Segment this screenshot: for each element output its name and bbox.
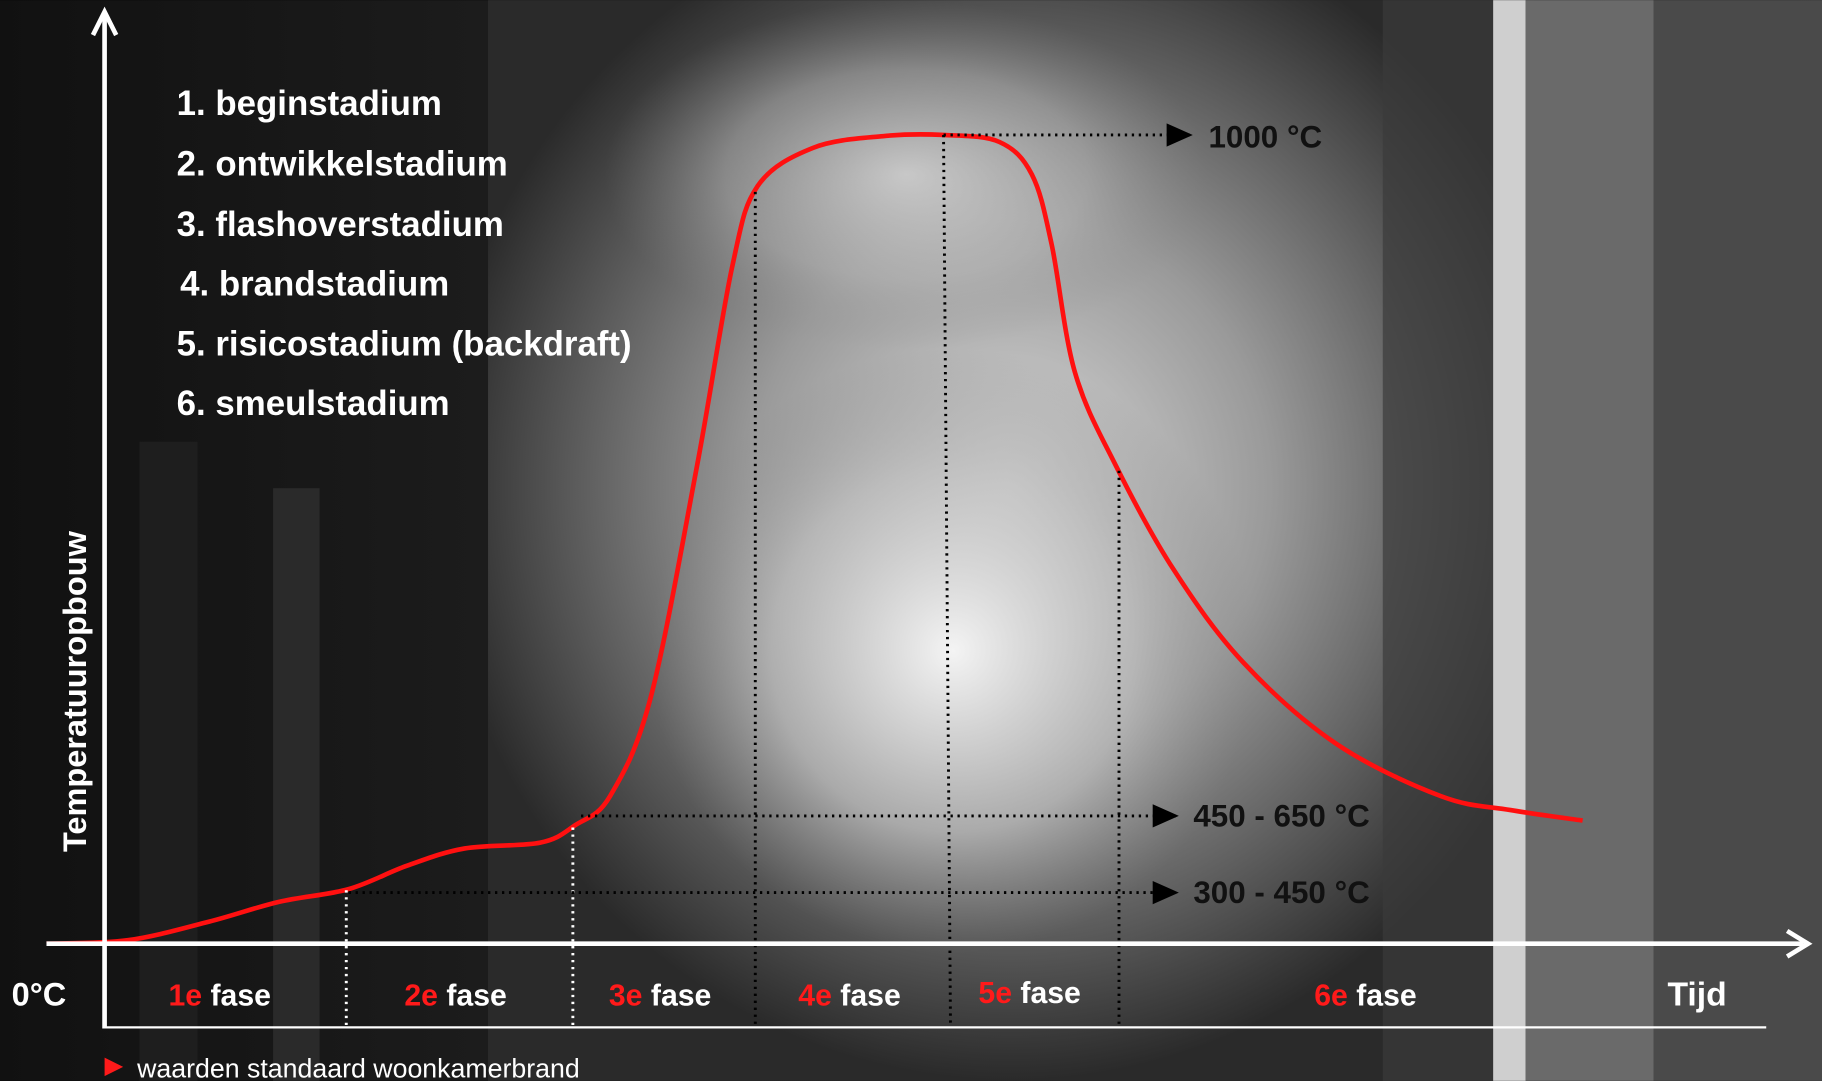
x-arrow <box>1785 928 1813 959</box>
axes <box>46 6 1813 1029</box>
phase-label: 4e fase <box>798 979 900 1012</box>
stage-list: 1. beginstadium 2. ontwikkelstadium 3. f… <box>177 84 632 423</box>
phase-word: fase <box>446 979 506 1012</box>
stage: 3. flashoverstadium <box>177 205 504 244</box>
origin-label: 0°C <box>12 976 67 1012</box>
y-arrow <box>90 6 119 37</box>
x-axis-label: Tijd <box>1667 976 1726 1013</box>
phase-number: 6e <box>1314 979 1348 1012</box>
phase-word: fase <box>1356 979 1416 1012</box>
phase-number: 5e <box>978 977 1012 1010</box>
phase-number: 2e <box>404 979 438 1012</box>
phase-label: 1e fase <box>168 979 270 1012</box>
phase-word: fase <box>651 979 711 1012</box>
phase-word: fase <box>211 979 271 1012</box>
temperature-curve <box>46 132 1583 947</box>
guides <box>344 123 1193 1028</box>
footnote-marker <box>104 1057 124 1077</box>
footnote: waarden standaard woonkamerbrand <box>136 1053 580 1081</box>
phase-label: 2e fase <box>404 979 506 1012</box>
stage: 4. brandstadium <box>180 264 449 303</box>
guide-line <box>942 134 952 1028</box>
stage: 6. smeulstadium <box>177 384 450 423</box>
phase-word: fase <box>1020 977 1080 1010</box>
temperature-label: 300 - 450 °C <box>1193 875 1369 910</box>
stage: 5. risicostadium (backdraft) <box>177 325 632 364</box>
phase-label: 3e fase <box>609 979 711 1012</box>
phase-label: 6e fase <box>1314 979 1416 1012</box>
stage: 2. ontwikkelstadium <box>177 145 508 184</box>
temperature-label: 1000 °C <box>1208 120 1322 155</box>
phase-label: 5e fase <box>978 977 1080 1010</box>
phases: 1e fase 2e fase 3e fase 4e fase 5e fase … <box>168 977 1416 1012</box>
y-axis-label: Temperatuuropbouw <box>57 530 93 852</box>
phase-number: 1e <box>168 979 202 1012</box>
stage: 1. beginstadium <box>177 84 442 123</box>
phase-word: fase <box>840 979 900 1012</box>
phase-number: 4e <box>798 979 832 1012</box>
temperature-label: 450 - 650 °C <box>1193 798 1369 833</box>
phase-number: 3e <box>609 979 643 1012</box>
